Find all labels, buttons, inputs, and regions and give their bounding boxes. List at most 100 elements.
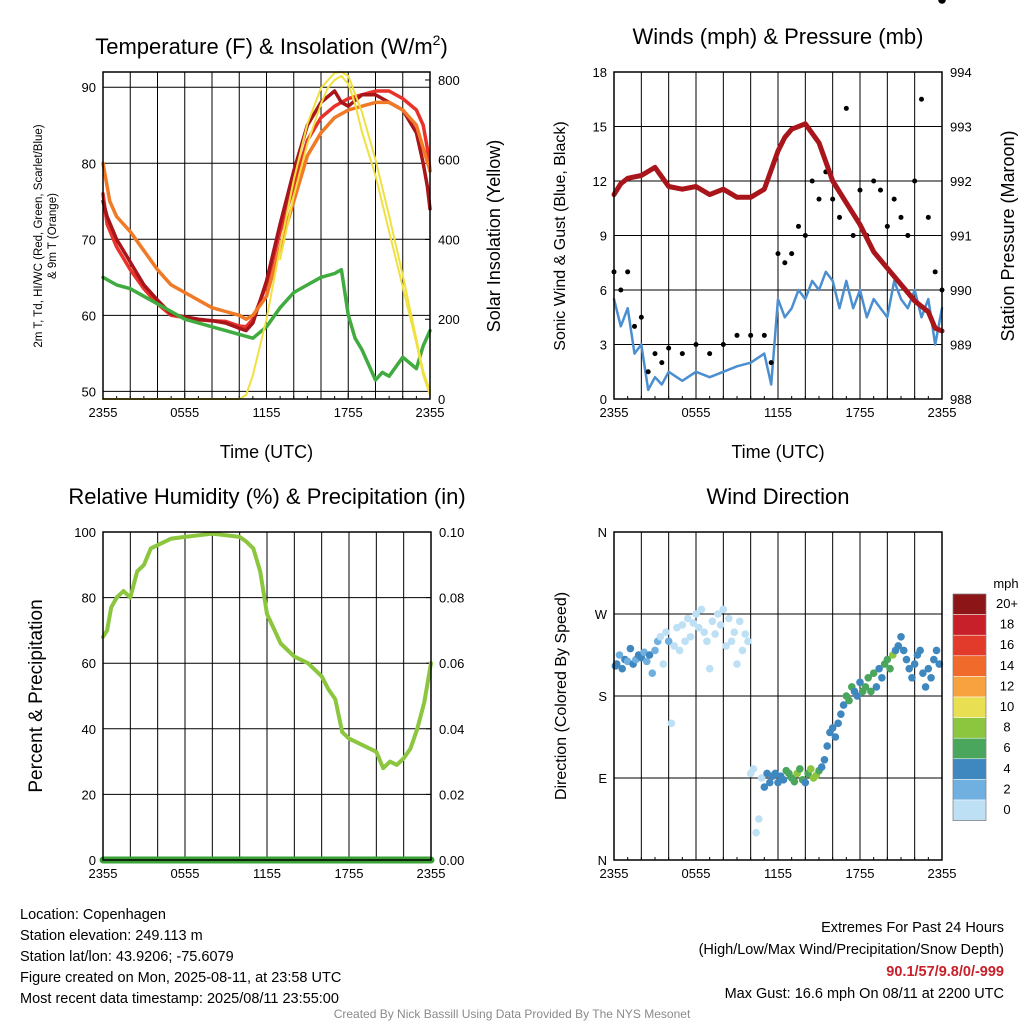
direction-point [648, 669, 657, 678]
plot-border [613, 531, 943, 861]
y-right-tick-label: 991 [950, 229, 972, 244]
direction-point [708, 617, 717, 626]
direction-point [902, 655, 911, 664]
direction-point [894, 642, 903, 650]
direction-point [733, 660, 741, 668]
x-tick-label: 1755 [335, 866, 364, 881]
temperature-series-line [101, 100, 432, 321]
direction-point [905, 664, 913, 673]
gust-point [652, 351, 658, 357]
direction-point [697, 605, 706, 614]
y-tick-label: 3 [600, 338, 607, 353]
y-right-tick-label: 993 [950, 120, 972, 135]
gust-point [748, 332, 754, 338]
y-tick-label: 60 [82, 656, 96, 671]
footer-recent: Most recent data timestamp: 2025/08/11 2… [20, 991, 339, 1007]
colorbar-swatch [952, 634, 987, 657]
direction-point [760, 783, 769, 791]
direction-point [615, 651, 624, 659]
y-axis-label: Direction (Colored By Speed) [553, 592, 570, 800]
colorbar-label: 20+ [996, 596, 1018, 611]
gust-point [768, 360, 774, 366]
x-tick-label: 2355 [416, 405, 445, 420]
y-tick-label: 6 [600, 283, 607, 298]
direction-point [919, 669, 927, 678]
plot-border [102, 531, 432, 861]
x-tick-label: 0555 [682, 866, 711, 881]
y-tick-label: 9 [600, 229, 607, 244]
direction-point [924, 664, 933, 673]
direction-point [864, 673, 872, 682]
direction-point [930, 655, 938, 664]
direction-point [730, 628, 739, 637]
colorbar-swatch [952, 593, 987, 615]
direction-point [703, 637, 711, 646]
gust-point [734, 332, 740, 338]
direction-point [837, 710, 845, 719]
direction-point [861, 683, 870, 691]
y-right-tick-label: 994 [950, 65, 972, 80]
chart-title: Relative Humidity (%) & Precipitation (i… [68, 484, 465, 509]
direction-point [626, 644, 635, 653]
direction-point [714, 610, 722, 618]
direction-point [807, 765, 815, 773]
gust-point [809, 178, 815, 184]
direction-point [656, 632, 665, 641]
gust-point [632, 323, 637, 329]
temperature-series-line [101, 267, 432, 382]
wind-speed-line [612, 270, 944, 392]
y-tick-label: 15 [593, 120, 607, 135]
colorbar-label: 12 [1000, 678, 1014, 693]
direction-point [664, 637, 673, 646]
pressure-line [611, 121, 945, 334]
y-tick-label: 20 [82, 787, 96, 802]
y-right-tick-label: 600 [438, 153, 460, 168]
direction-point [845, 696, 853, 705]
x-tick-label: 2355 [928, 405, 957, 420]
direction-point [801, 778, 810, 787]
direction-point [872, 683, 881, 691]
footer-latlon: Station lat/lon: 43.9206; -75.6079 [20, 949, 234, 965]
extremes-description: (High/Low/Max Wind/Precipitation/Snow De… [698, 942, 1004, 958]
direction-point [645, 651, 654, 659]
colorbar-label: 10 [1000, 699, 1014, 714]
y-tick-label: W [595, 607, 608, 622]
direction-point [659, 660, 667, 668]
y-tick-label: 18 [593, 65, 607, 80]
chart-title-superscript: 2 [433, 32, 441, 48]
direction-point [722, 642, 730, 650]
x-tick-label: 1755 [334, 405, 363, 420]
direction-point [820, 755, 829, 764]
colorbar-swatch [952, 676, 987, 698]
gust-point [666, 345, 672, 351]
direction-point [686, 632, 695, 641]
direction-point [705, 664, 714, 673]
direction-point [910, 660, 919, 668]
colorbar-swatch [952, 614, 987, 636]
y-right-tick-label: 0.04 [439, 722, 464, 737]
direction-point [796, 765, 804, 773]
humidity-line [101, 531, 433, 771]
extremes-title: Extremes For Past 24 Hours [821, 920, 1004, 936]
gust-point [802, 233, 808, 238]
x-tick-label: 0555 [171, 866, 200, 881]
gust-point [645, 369, 651, 375]
y-tick-label: N [598, 853, 607, 868]
colorbar-label: 8 [1003, 720, 1010, 735]
direction-point [741, 630, 749, 638]
colorbar-swatch [952, 717, 987, 739]
direction-point [853, 692, 862, 700]
x-tick-label: 2355 [600, 866, 629, 881]
direction-point [662, 628, 670, 637]
direction-point [643, 657, 651, 666]
direction-point [727, 637, 736, 646]
x-axis-label: Time (UTC) [731, 442, 824, 462]
direction-point [921, 683, 930, 691]
panel-winds: 2355 0555 1155 1755 235503691215189889899909… [552, 24, 1018, 462]
footer-extremes: Extremes For Past 24 Hours (High/Low/Max… [699, 917, 1004, 1005]
y-right-tick-label: 400 [438, 232, 460, 247]
direction-point [883, 655, 892, 664]
gust-point [919, 96, 924, 102]
